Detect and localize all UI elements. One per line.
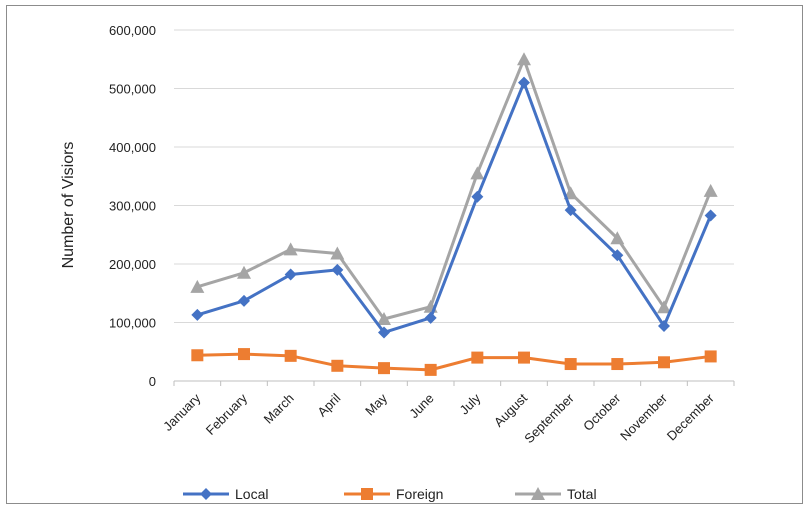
series-foreign bbox=[191, 348, 717, 376]
legend-label-total: Total bbox=[567, 486, 597, 502]
point-local-july bbox=[471, 190, 484, 203]
series-line-local bbox=[196, 81, 713, 334]
series-total bbox=[190, 52, 718, 325]
legend-marker-total bbox=[531, 487, 545, 500]
x-tick-label-april: April bbox=[314, 390, 343, 419]
point-total-november bbox=[657, 300, 671, 314]
point-local-september bbox=[564, 204, 577, 217]
point-local-november bbox=[658, 320, 670, 333]
point-local-march bbox=[284, 268, 297, 281]
x-tick-label-november: November bbox=[617, 390, 670, 443]
point-total-january bbox=[190, 279, 205, 293]
legend-label-foreign: Foreign bbox=[396, 486, 443, 502]
point-foreign-april bbox=[331, 359, 344, 372]
point-foreign-june bbox=[424, 363, 437, 376]
y-axis-title: Number of Visiors bbox=[60, 142, 77, 269]
x-axis-ticks: January February March April May June July Augu… bbox=[160, 381, 735, 446]
x-tick-label-january: January bbox=[160, 390, 204, 434]
point-local-october bbox=[611, 249, 624, 262]
series-local bbox=[191, 76, 717, 339]
point-foreign-october bbox=[611, 358, 624, 371]
point-foreign-march bbox=[284, 349, 297, 362]
x-tick-label-june: June bbox=[406, 391, 437, 422]
point-foreign-may bbox=[378, 362, 390, 375]
point-local-february bbox=[238, 294, 250, 307]
point-total-march bbox=[283, 242, 298, 256]
series-line-foreign bbox=[197, 352, 711, 372]
point-local-august bbox=[518, 76, 530, 89]
x-tick-label-may: May bbox=[362, 390, 390, 418]
series-line-total bbox=[196, 57, 713, 321]
point-local-january bbox=[191, 308, 204, 321]
point-foreign-december bbox=[704, 350, 717, 363]
x-tick-label-december: December bbox=[664, 390, 717, 443]
y-tick-label: 100,000 bbox=[109, 316, 156, 331]
point-total-august bbox=[517, 52, 531, 66]
point-local-april bbox=[331, 263, 344, 276]
legend-marker-foreign bbox=[361, 488, 373, 500]
legend-item-local: Local bbox=[183, 486, 268, 502]
legend-item-foreign: Foreign bbox=[344, 486, 443, 502]
legend-marker-local bbox=[200, 488, 212, 500]
y-tick-label: 0 bbox=[149, 374, 156, 389]
point-total-december bbox=[703, 183, 718, 197]
legend-label-local: Local bbox=[235, 486, 268, 502]
point-local-june bbox=[424, 311, 437, 324]
y-axis-ticks: 0 100,000 200,000 300,000 400,000 500,000 600,… bbox=[109, 23, 156, 389]
y-tick-label: 300,000 bbox=[109, 199, 156, 214]
x-tick-label-february: February bbox=[203, 390, 251, 438]
point-foreign-november bbox=[658, 356, 670, 369]
legend-item-total: Total bbox=[515, 486, 597, 502]
point-local-may bbox=[378, 326, 390, 339]
point-local-december bbox=[704, 209, 717, 222]
point-foreign-september bbox=[564, 358, 577, 371]
x-tick-label-september: September bbox=[521, 390, 577, 446]
y-tick-label: 200,000 bbox=[109, 257, 156, 272]
y-tick-label: 600,000 bbox=[109, 23, 156, 38]
point-total-february bbox=[237, 265, 251, 279]
point-total-april bbox=[330, 246, 345, 260]
x-tick-label-july: July bbox=[456, 390, 483, 417]
point-total-october bbox=[610, 231, 625, 245]
x-tick-label-march: March bbox=[261, 391, 297, 427]
x-tick-label-august: August bbox=[491, 390, 530, 429]
point-foreign-february bbox=[238, 348, 250, 361]
series-layer bbox=[190, 52, 718, 376]
y-tick-label: 400,000 bbox=[109, 140, 156, 155]
point-total-july bbox=[470, 166, 485, 180]
point-foreign-january bbox=[191, 349, 204, 362]
point-total-may bbox=[377, 311, 391, 325]
gridlines bbox=[174, 29, 734, 382]
x-tick-label-october: October bbox=[580, 390, 624, 434]
point-total-september bbox=[563, 186, 578, 200]
y-tick-label: 500,000 bbox=[109, 82, 156, 97]
legend: Local Foreign Total bbox=[183, 486, 597, 502]
point-foreign-august bbox=[518, 351, 530, 364]
point-foreign-july bbox=[471, 351, 484, 364]
